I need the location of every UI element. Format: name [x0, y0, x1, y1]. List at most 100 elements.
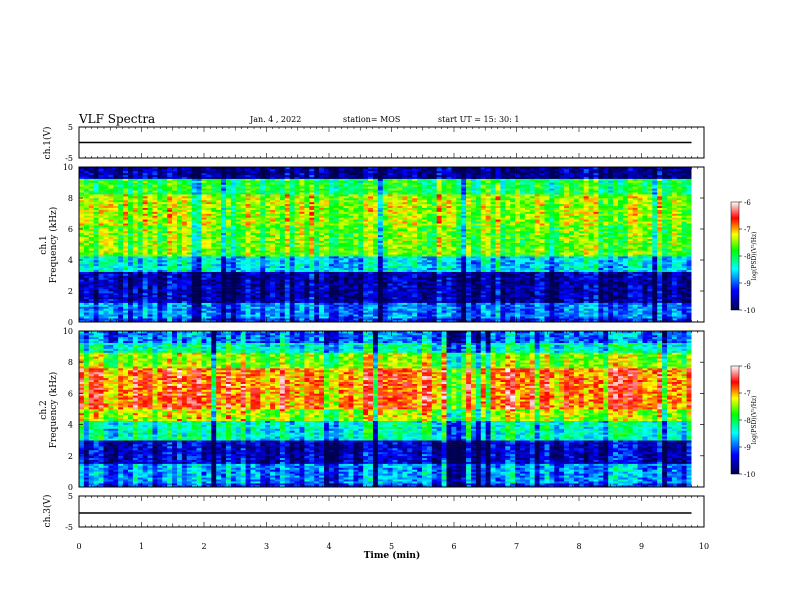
spectrogram-cell — [226, 312, 232, 315]
spectrogram-cell — [216, 260, 222, 263]
spectrogram-cell — [88, 265, 94, 269]
spectrogram-cell — [196, 277, 202, 280]
spectrogram-cell — [196, 230, 202, 234]
spectrogram-cell — [275, 196, 281, 199]
spectrogram-cell — [226, 178, 232, 181]
spectrogram-cell — [353, 207, 359, 210]
spectrogram-cell — [108, 275, 114, 278]
spectrogram-cell — [284, 194, 290, 197]
spectrogram-cell — [226, 180, 232, 183]
spectrogram-cell — [309, 265, 315, 269]
spectrogram-cell — [358, 289, 364, 292]
spectrogram-cell — [314, 279, 320, 282]
spectrogram-cell — [270, 281, 276, 284]
spectrogram-cell — [186, 248, 192, 251]
spectrogram-cell — [245, 194, 251, 197]
spectrogram-cell — [103, 201, 109, 205]
spectrogram-cell — [172, 215, 178, 218]
spectrogram-cell — [319, 269, 325, 272]
spectrogram-cell — [348, 258, 354, 261]
spectrogram-cell — [270, 223, 276, 226]
spectrogram-cell — [328, 178, 335, 181]
spectrogram-cell — [319, 186, 325, 189]
spectrogram-cell — [343, 316, 349, 319]
spectrogram-cell — [309, 271, 315, 274]
spectrogram-cell — [260, 232, 266, 236]
spectrogram-cell — [309, 298, 315, 301]
spectrogram-cell — [265, 242, 271, 245]
spectrogram-cell — [304, 178, 310, 181]
spectrogram-cell — [255, 190, 261, 193]
spectrogram-cell — [221, 291, 227, 294]
spectrogram-cell — [83, 225, 90, 228]
spectrogram-cell — [191, 267, 197, 270]
spectrogram-cell — [221, 258, 227, 261]
spectrogram-cell — [309, 230, 315, 234]
spectrogram-cell — [319, 213, 325, 216]
spectrogram-cell — [206, 230, 212, 234]
spectrogram-cell — [118, 203, 124, 207]
spectrogram-cell — [98, 236, 104, 239]
spectrogram-cell — [284, 273, 290, 276]
spectrogram-cell — [172, 298, 178, 301]
spectrogram-cell — [240, 225, 246, 228]
spectrogram-cell — [289, 207, 295, 210]
spectrogram-cell — [113, 199, 119, 203]
spectrogram-cell — [314, 258, 320, 261]
spectrogram-cell — [108, 207, 114, 210]
spectrogram-cell — [230, 225, 237, 228]
spectrogram-cell — [211, 320, 217, 323]
spectrogram-cell — [191, 302, 197, 305]
spectrogram-cell — [83, 207, 90, 210]
spectrogram-cell — [265, 300, 271, 303]
spectrogram-cell — [235, 240, 241, 243]
spectrogram-cell — [157, 205, 163, 208]
spectrogram-cell — [368, 304, 374, 307]
spectrogram-cell — [226, 198, 232, 201]
spectrogram-cell — [284, 300, 290, 303]
spectrogram-cell — [309, 182, 315, 185]
spectrogram-cell — [196, 275, 202, 278]
spectrogram-cell — [216, 180, 222, 183]
spectrogram-cell — [172, 246, 178, 249]
spectrogram-cell — [128, 281, 134, 284]
spectrogram-cell — [314, 221, 320, 224]
spectrogram-cell — [221, 238, 227, 241]
spectrogram-cell — [230, 248, 237, 251]
spectrogram-cell — [123, 275, 129, 278]
spectrogram-cell — [162, 271, 168, 274]
spectrogram-cell — [186, 178, 192, 181]
spectrogram-cell — [255, 230, 261, 234]
spectrogram-cell — [284, 312, 290, 315]
spectrogram-cell — [304, 273, 310, 276]
spectrogram-cell — [304, 310, 310, 313]
spectrogram-cell — [137, 310, 143, 313]
spectrogram-cell — [324, 188, 330, 191]
spectrogram-cell — [255, 194, 261, 197]
spectrogram-cell — [328, 184, 335, 187]
spectrogram-cell — [230, 254, 237, 257]
spectrogram-cell — [230, 263, 237, 267]
spectrogram-cell — [338, 221, 344, 224]
spectrogram-cell — [363, 261, 369, 265]
spectrogram-cell — [181, 244, 188, 247]
spectrogram-cell — [196, 211, 202, 214]
spectrogram-cell — [314, 273, 320, 276]
spectrogram-cell — [186, 261, 192, 265]
spectrogram-cell — [343, 289, 349, 292]
spectrogram-cell — [260, 312, 266, 315]
spectrogram-cell — [162, 275, 168, 278]
spectrogram-cell — [181, 209, 188, 212]
spectrogram-cell — [299, 283, 305, 286]
spectrogram-cell — [275, 207, 281, 210]
spectrogram-cell — [333, 225, 339, 228]
spectrogram-cell — [98, 215, 104, 218]
spectrogram-cell — [142, 225, 148, 228]
spectrogram-cell — [98, 203, 104, 207]
spectrogram-cell — [147, 271, 153, 274]
spectrogram-cell — [245, 209, 251, 212]
spectrogram-cell — [275, 232, 281, 236]
spectrogram-cell — [255, 242, 261, 245]
spectrogram-cell — [319, 292, 325, 296]
